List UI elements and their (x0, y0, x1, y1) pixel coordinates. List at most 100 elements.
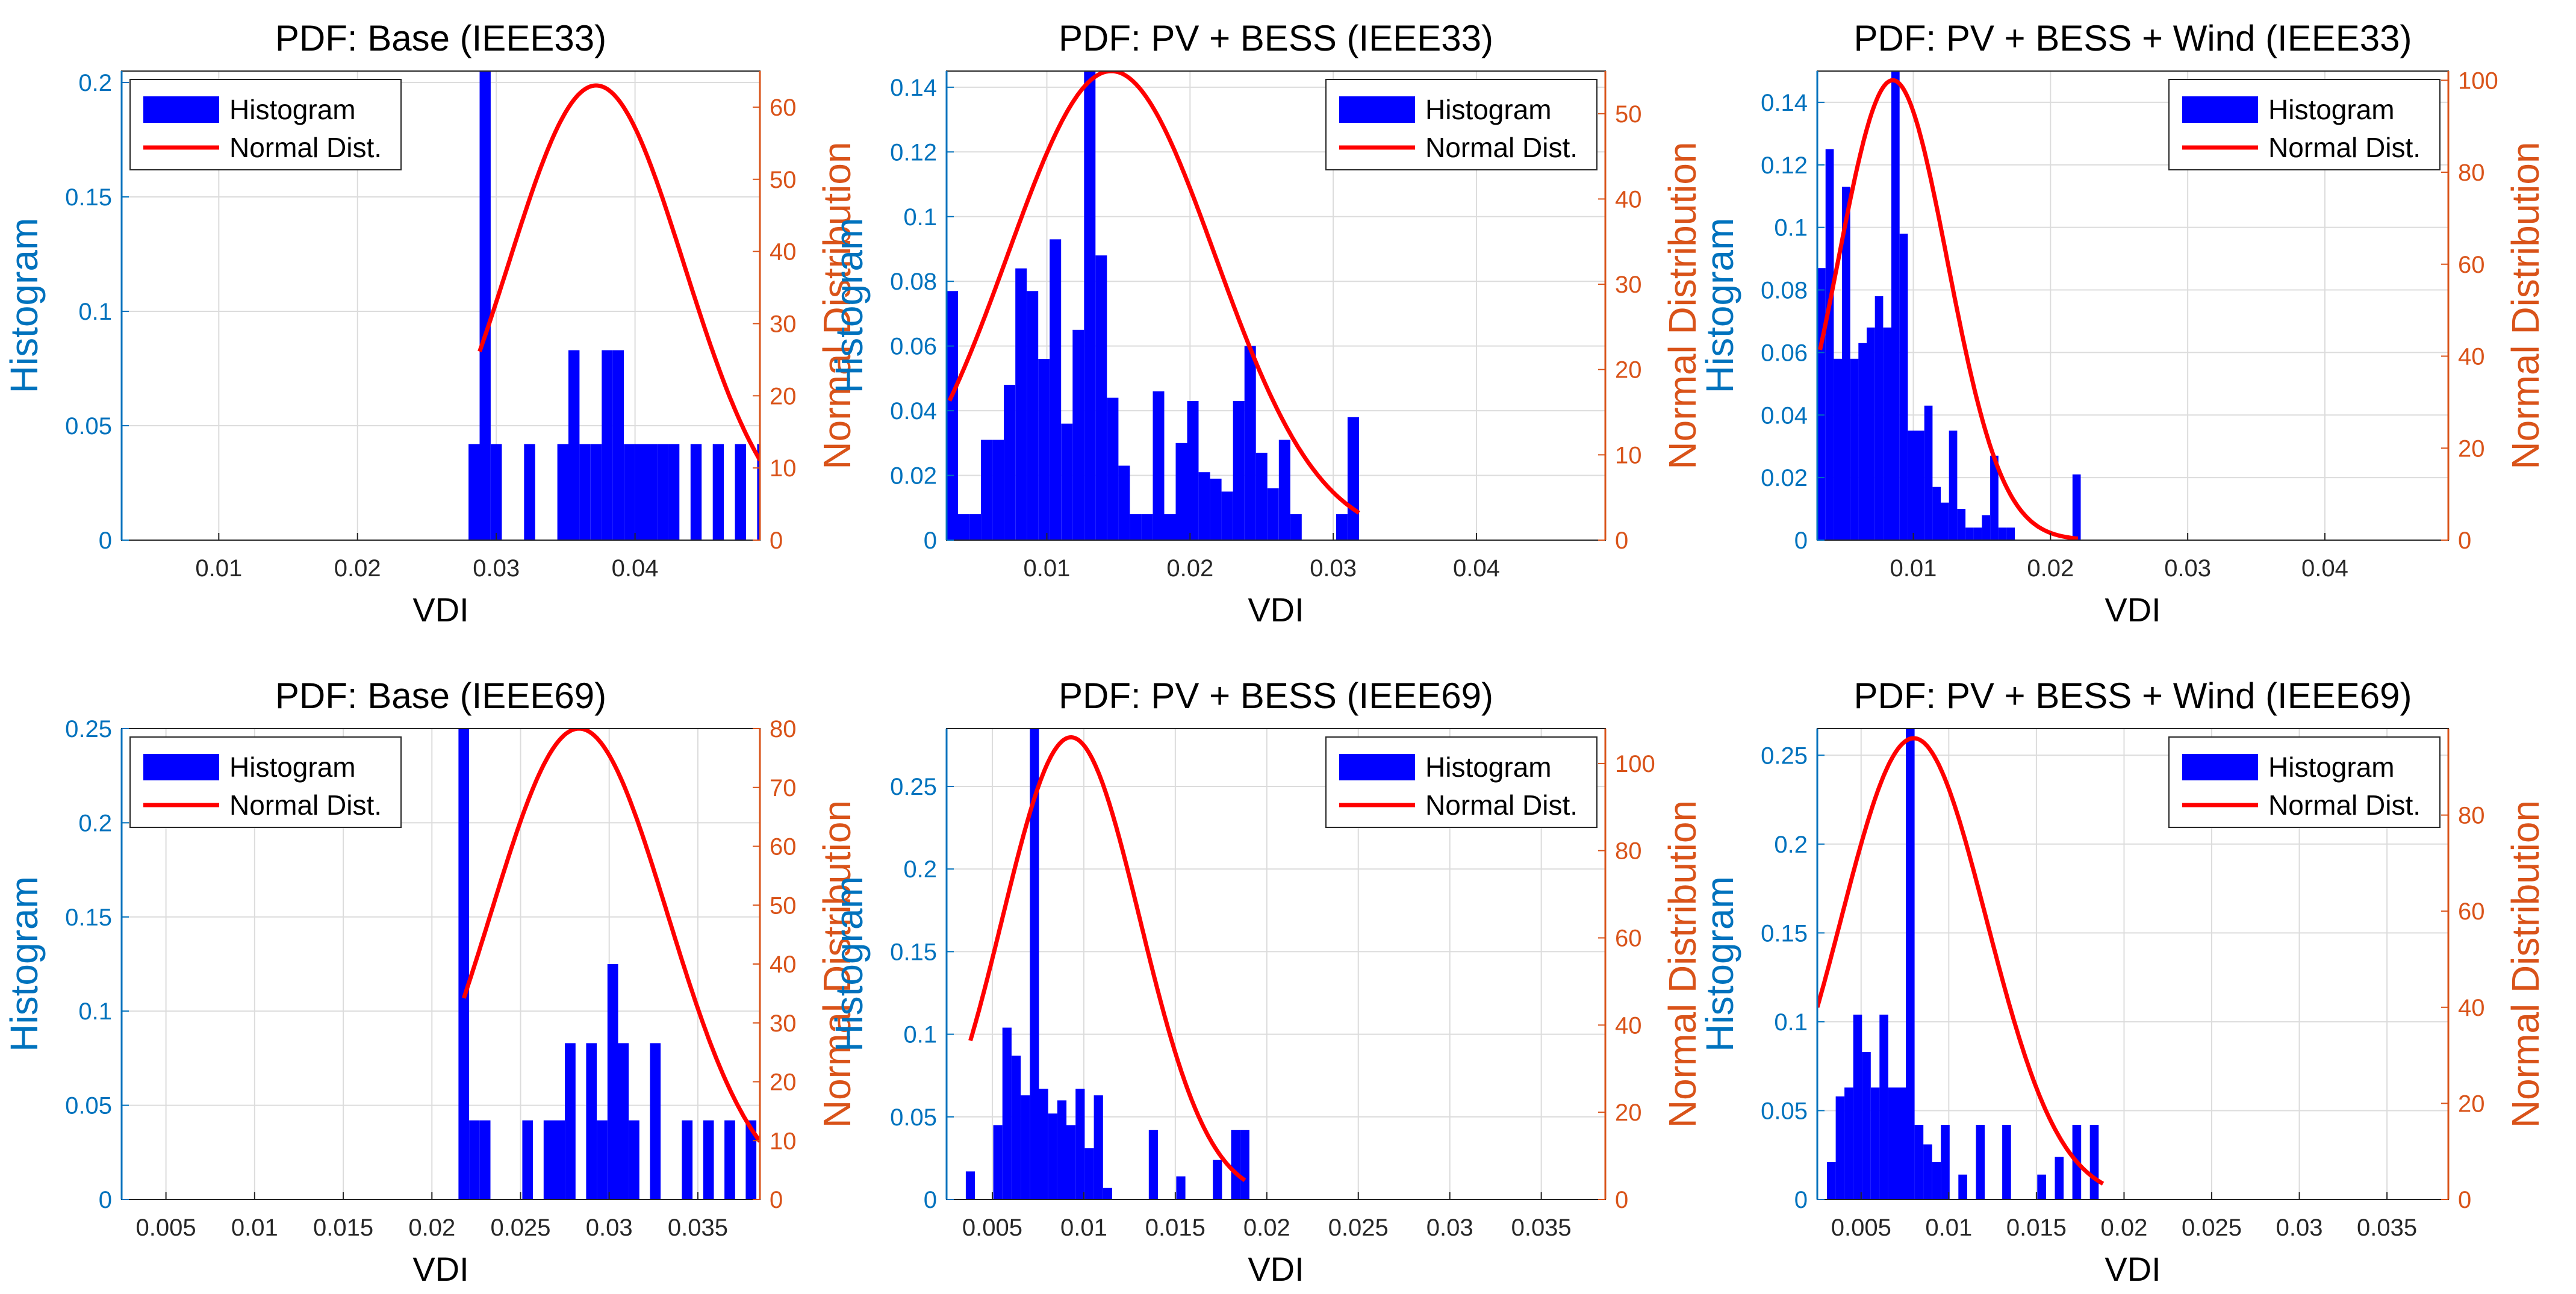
legend: Histogram Normal Dist. (2168, 79, 2441, 170)
histogram-bar (969, 514, 982, 540)
chart-panel-3: 0.01 0.02 0.03 0.04 0 0.02 0.04 0.06 0.08 0.1 0.12… (1698, 18, 2547, 629)
x-tick-label: 0.025 (2182, 1215, 2242, 1241)
histogram-bar (524, 444, 535, 540)
histogram-bar (618, 1043, 629, 1199)
y-tick-label: 0.08 (890, 269, 937, 295)
y2-tick-label: 0 (2458, 527, 2471, 554)
chart-title: PDF: PV + BESS (IEEE33) (1059, 18, 1493, 58)
chart-title: PDF: Base (IEEE69) (275, 676, 606, 716)
histogram-bar (1290, 514, 1302, 540)
legend-hist-label: Histogram (2268, 94, 2395, 125)
y-tick-label: 0.2 (78, 810, 112, 836)
histogram-bar (1002, 1027, 1012, 1199)
histogram-bars (468, 71, 760, 540)
legend-normal-label: Normal Dist. (1425, 789, 1578, 821)
y-tick-label: 0.05 (65, 413, 112, 440)
normal-dist-curve (1818, 78, 2079, 540)
histogram-bar (1027, 291, 1039, 540)
y2-tick-label: 40 (1615, 1012, 1642, 1039)
x-tick-label: 0.01 (1890, 555, 1937, 582)
x-tick-label: 0.015 (1145, 1215, 1206, 1241)
histogram-bar (1835, 1096, 1845, 1199)
y-tick-label: 0.06 (1761, 340, 1808, 366)
chart-panel-2: 0.01 0.02 0.03 0.04 0 0.02 0.04 0.06 0.08 0.1 0.12… (827, 18, 1704, 629)
histogram-bar (712, 444, 724, 540)
histogram-bar (1957, 509, 1966, 540)
histogram-bar (1976, 1125, 1985, 1199)
histogram-bar (479, 1120, 491, 1199)
histogram-bar (1973, 527, 1982, 540)
histogram-bar (1011, 1056, 1021, 1199)
histogram-bar (1153, 391, 1165, 540)
y-tick-label: 0.08 (1761, 278, 1808, 304)
x-tick-label: 0.03 (2276, 1215, 2323, 1241)
histogram-bar (1213, 1160, 1222, 1199)
histogram-bar (1164, 514, 1176, 540)
legend-box (2168, 736, 2441, 828)
histogram-bar (1850, 358, 1859, 540)
legend-box (1325, 79, 1598, 170)
histogram-bar (947, 291, 958, 540)
legend-hist-swatch (143, 96, 219, 123)
histogram-bar (690, 444, 702, 540)
histogram-bar (1072, 329, 1084, 540)
y-axis-label: Histogram (1698, 218, 1741, 394)
y2-tick-label: 30 (1615, 272, 1642, 298)
histogram-bar (1061, 423, 1073, 540)
histogram-bar (1021, 1095, 1030, 1199)
histogram-bar (1932, 487, 1941, 540)
histogram-bar (1130, 514, 1142, 540)
legend-hist-label: Histogram (1425, 94, 1552, 125)
y2-tick-label: 80 (2458, 160, 2485, 186)
y2-tick-label: 0 (1615, 527, 1628, 554)
x-tick-label: 0.02 (334, 555, 381, 582)
histogram-bar (607, 964, 618, 1199)
y2-tick-label: 50 (770, 167, 797, 193)
histogram-bar (1817, 268, 1826, 540)
histogram-bar (993, 1125, 1003, 1199)
chart-panel-5: 0.005 0.01 0.015 0.02 0.025 0.03 0.035 0 0.05 0.1… (827, 676, 1704, 1288)
histogram-bar (1039, 1089, 1048, 1199)
histogram-bar (1066, 1125, 1076, 1199)
histogram-bar (735, 444, 746, 540)
histogram-bar (1244, 346, 1256, 540)
y-tick-label: 0.2 (78, 70, 112, 96)
histogram-bar (1879, 1015, 1888, 1199)
normal-dist-curve (461, 729, 760, 1143)
histogram-bar (1874, 296, 1884, 540)
x-tick-label: 0.02 (1166, 555, 1213, 582)
histogram-bar (629, 1120, 639, 1199)
y2-axis-label: Normal Distribution (815, 142, 859, 469)
y-tick-label: 0.05 (890, 1104, 937, 1131)
x-tick-label: 0.01 (195, 555, 242, 582)
y-tick-label: 0.12 (890, 139, 937, 166)
x-tick-label: 0.015 (2006, 1215, 2067, 1241)
histogram-bar (1867, 327, 1875, 540)
y-axis-label: Histogram (827, 876, 871, 1052)
histogram-bar (1210, 478, 1222, 540)
histogram-bar (650, 1043, 661, 1199)
histogram-bar (1842, 187, 1850, 540)
x-tick-label: 0.01 (231, 1215, 278, 1241)
legend-hist-label: Histogram (1425, 751, 1552, 783)
y2-tick-label: 0 (1615, 1187, 1628, 1213)
histogram-bar (1057, 1100, 1067, 1199)
histogram-bar (469, 1120, 480, 1199)
x-tick-label: 0.02 (1243, 1215, 1290, 1241)
y-tick-label: 0.2 (903, 856, 937, 883)
histogram-bar (992, 440, 1004, 540)
histogram-bar (1118, 465, 1130, 540)
y-tick-label: 0.1 (1774, 1009, 1808, 1036)
histogram-bar (1004, 385, 1016, 540)
x-tick-label: 0.01 (1925, 1215, 1972, 1241)
y-tick-label: 0 (1794, 527, 1808, 554)
histogram-bar (965, 1171, 975, 1199)
legend-hist-swatch (2182, 96, 2258, 123)
histogram-bar (557, 444, 568, 540)
histogram-bar (468, 444, 480, 540)
legend-box (1325, 736, 1598, 828)
y2-tick-label: 20 (2458, 1090, 2485, 1117)
histogram-bar (1278, 440, 1290, 540)
y2-tick-label: 20 (1615, 357, 1642, 384)
